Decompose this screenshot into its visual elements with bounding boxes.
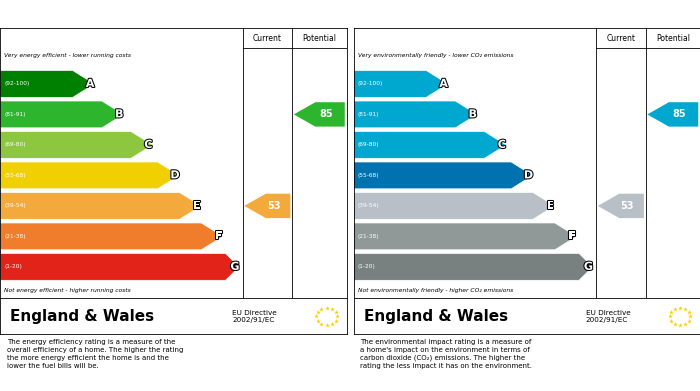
Polygon shape [354,131,506,158]
Text: Not energy efficient - higher running costs: Not energy efficient - higher running co… [4,288,131,293]
Text: (39-54): (39-54) [358,203,379,208]
Text: B: B [468,109,477,119]
Text: F: F [568,231,576,241]
Polygon shape [0,101,123,128]
Text: (21-38): (21-38) [358,234,379,239]
Text: (69-80): (69-80) [4,142,26,147]
Text: (55-68): (55-68) [358,173,379,178]
Text: (1-20): (1-20) [4,264,22,269]
Polygon shape [0,192,201,219]
Polygon shape [354,101,477,128]
Text: (81-91): (81-91) [4,112,26,117]
Polygon shape [354,192,554,219]
Text: Very environmentally friendly - lower CO₂ emissions: Very environmentally friendly - lower CO… [358,53,513,58]
Polygon shape [0,70,94,97]
Text: The environmental impact rating is a measure of
a home's impact on the environme: The environmental impact rating is a mea… [360,339,533,369]
Text: Not environmentally friendly - higher CO₂ emissions: Not environmentally friendly - higher CO… [358,288,513,293]
Text: 53: 53 [620,201,634,211]
Text: England & Wales: England & Wales [10,309,155,324]
Polygon shape [354,223,576,250]
Text: G: G [230,262,239,272]
Text: Energy Efficiency Rating: Energy Efficiency Rating [8,7,172,21]
Text: D: D [170,170,180,180]
Polygon shape [0,223,223,250]
Text: A: A [440,79,448,89]
Text: (55-68): (55-68) [4,173,26,178]
Text: 85: 85 [319,109,332,119]
Text: C: C [144,140,153,150]
Text: (92-100): (92-100) [4,81,29,86]
Text: (81-91): (81-91) [358,112,379,117]
Text: Very energy efficient - lower running costs: Very energy efficient - lower running co… [4,53,131,58]
Text: (21-38): (21-38) [4,234,26,239]
Polygon shape [0,131,153,158]
Text: Potential: Potential [302,34,336,43]
Text: D: D [524,170,533,180]
Text: F: F [215,231,223,241]
Text: 53: 53 [267,201,281,211]
Text: G: G [584,262,593,272]
Text: (69-80): (69-80) [358,142,379,147]
Polygon shape [648,102,699,127]
Polygon shape [294,102,345,127]
Text: EU Directive
2002/91/EC: EU Directive 2002/91/EC [232,310,277,323]
Text: E: E [193,201,201,211]
Polygon shape [0,162,179,189]
Polygon shape [354,253,593,280]
Text: C: C [498,140,506,150]
Text: A: A [86,79,94,89]
Text: Environmental Impact (CO₂) Rating: Environmental Impact (CO₂) Rating [362,7,594,21]
Text: EU Directive
2002/91/EC: EU Directive 2002/91/EC [586,310,631,323]
Text: (92-100): (92-100) [358,81,383,86]
Text: (39-54): (39-54) [4,203,26,208]
Polygon shape [598,194,644,218]
Polygon shape [0,253,239,280]
Text: E: E [547,201,554,211]
Polygon shape [244,194,290,218]
Polygon shape [354,70,448,97]
Text: Current: Current [253,34,282,43]
Text: Current: Current [606,34,636,43]
Text: Potential: Potential [656,34,690,43]
Text: 85: 85 [673,109,686,119]
Text: B: B [115,109,123,119]
Text: England & Wales: England & Wales [364,309,508,324]
Polygon shape [354,162,533,189]
Text: (1-20): (1-20) [358,264,375,269]
Text: The energy efficiency rating is a measure of the
overall efficiency of a home. T: The energy efficiency rating is a measur… [7,339,183,369]
